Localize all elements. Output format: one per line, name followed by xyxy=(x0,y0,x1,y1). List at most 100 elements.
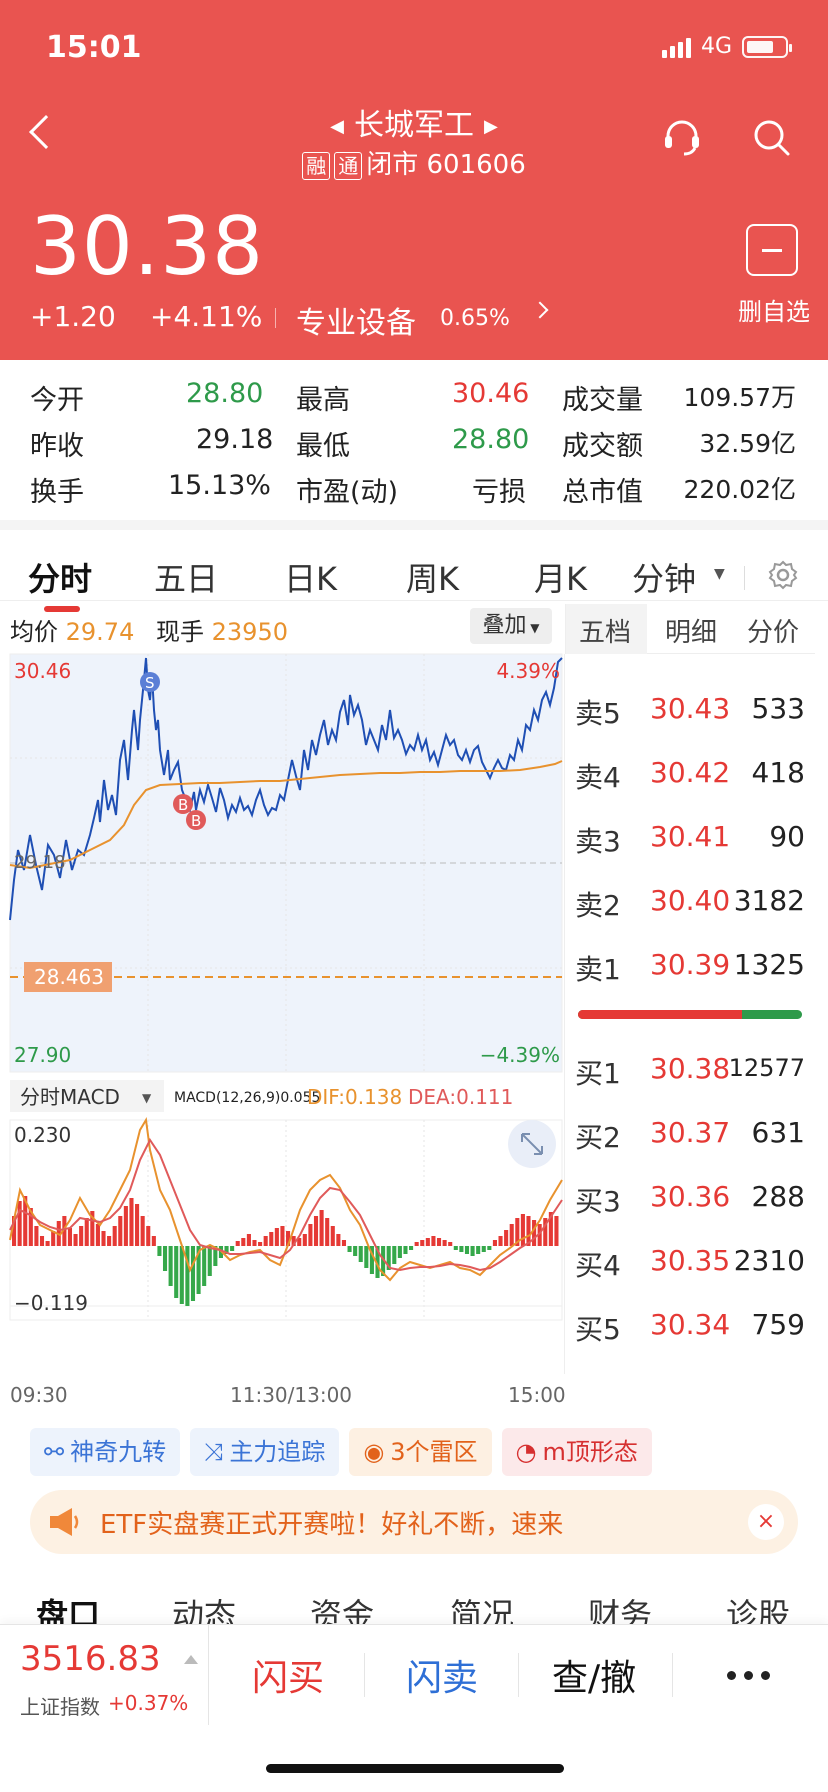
sell-level[interactable]: 卖3 30.41 90 xyxy=(575,820,805,860)
chip-magic-nine[interactable]: ⚯ 神奇九转 xyxy=(30,1428,181,1476)
macd-bar xyxy=(336,1234,341,1246)
divider xyxy=(364,1653,365,1697)
level-price: 30.40 xyxy=(650,884,731,917)
macd-dropdown[interactable] xyxy=(10,1080,164,1112)
sell-level[interactable]: 卖4 30.42 418 xyxy=(575,756,805,796)
buy-level[interactable]: 买4 30.35 2310 xyxy=(575,1244,805,1284)
high-value: 30.46 xyxy=(452,378,530,409)
avg-label: 均价 xyxy=(10,618,58,646)
next-stock-icon[interactable]: ▶ xyxy=(484,116,498,137)
macd-bar xyxy=(414,1242,419,1246)
settings-icon[interactable] xyxy=(768,560,798,590)
intraday-chart[interactable]: S B B 30.46 4.39% 29.18 28.463 27.90 −4.… xyxy=(0,650,565,1410)
macd-bar xyxy=(375,1246,380,1278)
macd-bar xyxy=(95,1224,100,1246)
y-min-pct-label: −4.39% xyxy=(480,1043,560,1067)
chip-m-top[interactable]: ◔ m顶形态 xyxy=(501,1428,652,1476)
hand-label: 现手 xyxy=(156,618,204,646)
level-volume: 418 xyxy=(751,756,805,789)
macd-bar xyxy=(319,1210,324,1246)
y-max-label: 30.46 xyxy=(14,659,71,683)
macd-bar xyxy=(492,1240,497,1246)
level-volume: 2310 xyxy=(733,1244,805,1277)
level-volume: 90 xyxy=(769,820,805,853)
macd-bar xyxy=(168,1246,173,1286)
level-volume: 3182 xyxy=(733,884,805,917)
macd-bar xyxy=(330,1226,335,1246)
low-value: 28.80 xyxy=(452,424,530,455)
sector-name[interactable]: 专业设备 xyxy=(296,306,416,341)
query-cancel-button[interactable]: 查/撤 xyxy=(552,1658,637,1699)
buy-level[interactable]: 买1 30.38 12577 xyxy=(575,1052,805,1092)
prev-stock-icon[interactable]: ◀ xyxy=(330,116,344,137)
sell-ratio-fill xyxy=(578,1010,742,1019)
macd-bar xyxy=(369,1246,374,1274)
level-price: 30.41 xyxy=(650,820,731,853)
macd-bar xyxy=(269,1232,274,1246)
index-name: 上证指数 xyxy=(20,1695,100,1719)
macd-bar xyxy=(470,1246,475,1256)
tab-weekly-k[interactable]: 周K xyxy=(406,560,459,598)
macd-bar xyxy=(12,1216,17,1246)
status-time: 15:01 xyxy=(46,30,142,65)
macd-bar xyxy=(481,1246,486,1252)
stock-title[interactable]: ◀ 长城军工 ▶ xyxy=(0,100,828,144)
search-icon[interactable] xyxy=(752,118,792,158)
macd-bar xyxy=(543,1218,548,1246)
chevron-down-icon[interactable]: ▼ xyxy=(714,566,725,582)
open-value: 28.80 xyxy=(186,378,264,409)
level-price: 30.39 xyxy=(650,948,731,981)
quick-sell-button[interactable]: 闪卖 xyxy=(406,1658,479,1699)
tab-details[interactable]: 明细 xyxy=(665,618,718,648)
chip-risk-zones[interactable]: ◉ 3个雷区 xyxy=(349,1428,492,1476)
tab-five-levels[interactable]: 五档 xyxy=(579,618,632,648)
open-label: 今开 xyxy=(30,385,84,416)
customer-service-icon[interactable] xyxy=(662,118,702,158)
buy-signal-label: B xyxy=(191,812,201,830)
quick-buy-button[interactable]: 闪买 xyxy=(252,1658,325,1699)
sell-signal-icon[interactable] xyxy=(140,672,160,692)
prev-close-label: 昨收 xyxy=(30,431,84,462)
level-label: 买1 xyxy=(575,1057,621,1090)
overlay-dropdown[interactable]: 叠加 ▼ xyxy=(470,608,552,644)
tab-price-dist[interactable]: 分价 xyxy=(747,618,800,648)
remove-watchlist-label[interactable]: 删自选 xyxy=(738,298,810,326)
tab-monthly-k[interactable]: 月K xyxy=(534,560,587,598)
buy-level[interactable]: 买5 30.34 759 xyxy=(575,1308,805,1348)
network-label: 4G xyxy=(700,34,732,59)
level-label: 卖1 xyxy=(575,953,621,986)
tab-five-day[interactable]: 五日 xyxy=(154,560,219,598)
macd-bar xyxy=(34,1226,39,1246)
buy-signal-icon[interactable] xyxy=(173,794,193,814)
collapse-icon[interactable] xyxy=(184,1655,198,1664)
buy-level[interactable]: 买3 30.36 288 xyxy=(575,1180,805,1220)
sell-level[interactable]: 卖2 30.40 3182 xyxy=(575,884,805,924)
promo-banner[interactable]: ETF实盘赛正式开赛啦！好礼不断，速来 × xyxy=(30,1490,798,1554)
sell-level[interactable]: 卖1 30.39 1325 xyxy=(575,948,805,988)
level-label: 卖3 xyxy=(575,825,621,858)
chevron-down-icon: ▼ xyxy=(526,621,540,635)
tab-minute[interactable]: 分钟 xyxy=(632,560,697,598)
macd-bar xyxy=(51,1231,56,1246)
banner-text: ETF实盘赛正式开赛啦！好礼不断，速来 xyxy=(100,1510,564,1540)
macd-bar xyxy=(364,1246,369,1268)
shuffle-icon: ⤨ xyxy=(204,1438,224,1466)
sell-level[interactable]: 卖5 30.43 533 xyxy=(575,692,805,732)
macd-bar xyxy=(28,1208,33,1246)
more-icon[interactable] xyxy=(727,1671,770,1680)
amount-value: 32.59亿 xyxy=(699,429,796,458)
macd-bar xyxy=(409,1246,414,1250)
chip-main-tracking[interactable]: ⤨ 主力追踪 xyxy=(190,1428,340,1476)
close-icon[interactable]: × xyxy=(748,1504,784,1540)
tab-intraday[interactable]: 分时 xyxy=(28,560,93,598)
remove-watchlist-button[interactable] xyxy=(746,224,798,276)
chevron-right-icon[interactable] xyxy=(531,301,549,319)
high-label: 最高 xyxy=(296,385,350,416)
divider xyxy=(672,1653,673,1697)
buy-signal-icon[interactable] xyxy=(186,810,206,830)
amount-label: 成交额 xyxy=(562,431,643,462)
tab-daily-k[interactable]: 日K xyxy=(284,560,337,598)
buy-level[interactable]: 买2 30.37 631 xyxy=(575,1116,805,1156)
macd-bar xyxy=(509,1224,514,1246)
turnover-label: 换手 xyxy=(30,477,84,508)
